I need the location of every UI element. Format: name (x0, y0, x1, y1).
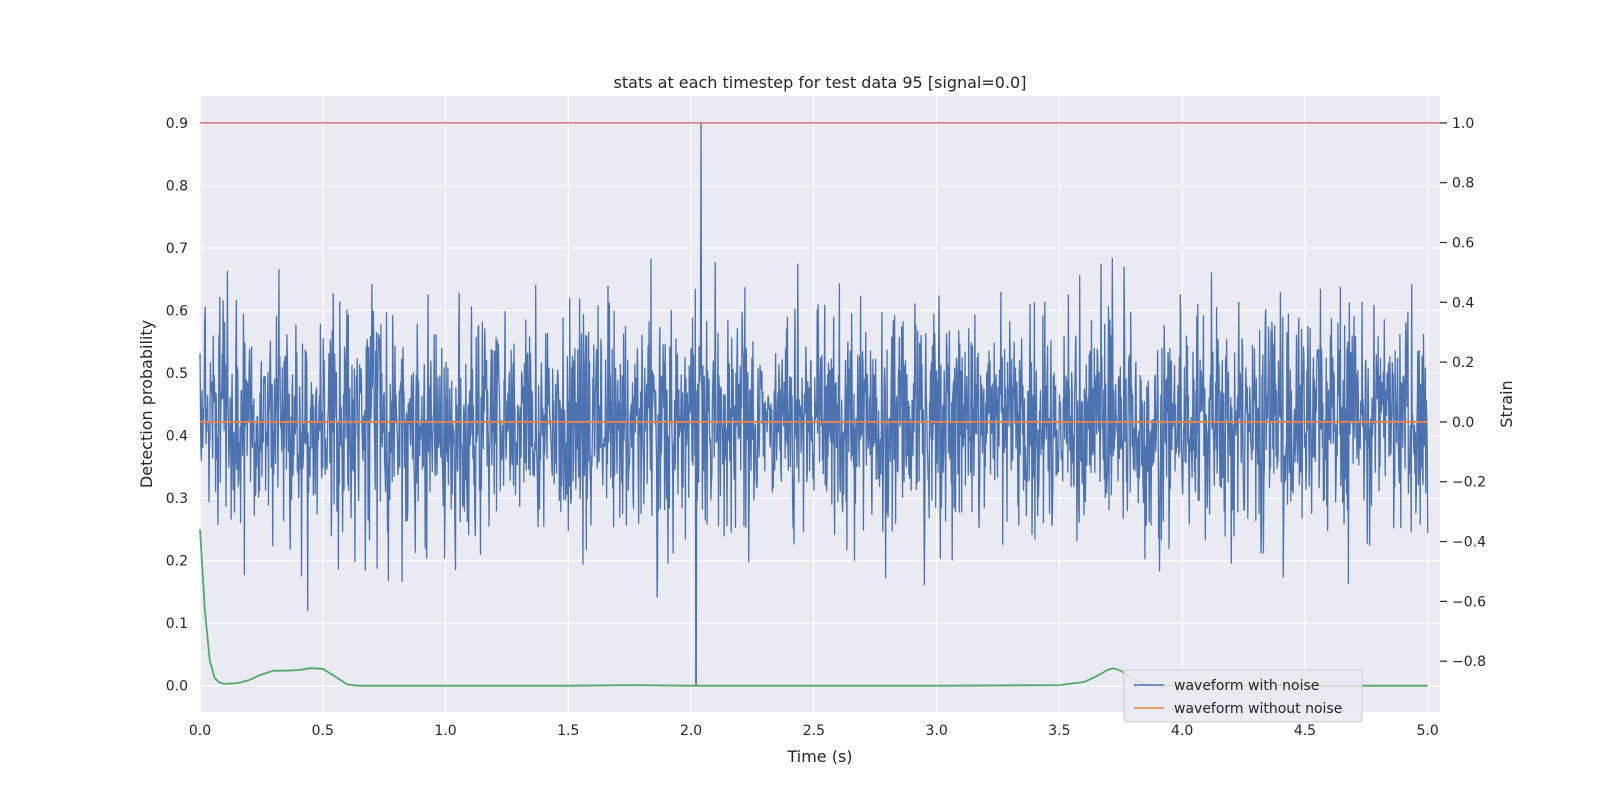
series-detection-probability (199, 529, 1428, 687)
x-tick-label: 1.0 (434, 723, 456, 739)
x-tick-label: 2.0 (680, 723, 702, 739)
x-tick-label: 0.0 (189, 723, 211, 739)
y-tick-label: 0.5 (166, 366, 188, 382)
x-axis-title: Time (s) (786, 747, 852, 766)
x-tick-label: 2.5 (803, 723, 825, 739)
right-axis-ticks: 1.0 0.8 0.6 0.4 0.2 0.0 −0.2 −0.4 −0.6 −0.8 (1440, 116, 1486, 670)
y-tick-label: 0.6 (166, 304, 188, 320)
right-tick-label: 0.4 (1452, 295, 1474, 311)
y-tick-label: 0.4 (166, 429, 188, 445)
legend-box (1123, 669, 1363, 723)
x-tick-label: 4.0 (1171, 723, 1193, 739)
right-tick-label: −0.6 (1452, 594, 1486, 610)
right-tick-label: −0.8 (1452, 654, 1486, 670)
left-axis-ticks: 0.0 0.1 0.2 0.3 0.4 0.5 0.6 0.7 0.8 0.9 (166, 116, 188, 695)
y-tick-label: 0.9 (166, 116, 188, 132)
chart-title: stats at each timestep for test data 95 … (614, 73, 1027, 92)
x-tick-label: 3.0 (926, 723, 948, 739)
x-tick-label: 4.5 (1294, 723, 1316, 739)
right-tick-label: 0.2 (1452, 355, 1474, 371)
y-tick-label: 0.2 (166, 554, 188, 570)
series-layer (199, 122, 1440, 687)
x-tick-label: 5.0 (1417, 723, 1439, 739)
y-tick-label: 0.7 (166, 241, 188, 257)
right-tick-label: 0.8 (1452, 176, 1474, 192)
y-tick-label: 0.1 (166, 616, 188, 632)
legend-label-noise: waveform with noise (1174, 678, 1319, 694)
right-tick-label: 0.0 (1452, 415, 1474, 431)
right-axis-title: Strain (1497, 380, 1516, 427)
legend-label-clean: waveform without noise (1174, 701, 1342, 717)
right-tick-label: −0.4 (1452, 535, 1486, 551)
right-tick-label: −0.2 (1452, 475, 1486, 491)
x-tick-label: 3.5 (1048, 723, 1070, 739)
right-tick-label: 1.0 (1452, 116, 1474, 132)
right-tick-label: 0.6 (1452, 236, 1474, 252)
x-tick-label: 0.5 (312, 723, 334, 739)
x-axis-ticks: 0.0 0.5 1.0 1.5 2.0 2.5 3.0 3.5 4.0 4.5 5.0 (189, 723, 1439, 739)
grid (199, 96, 1440, 712)
series-waveform-with-noise (199, 122, 1429, 686)
y-tick-label: 0.8 (166, 178, 188, 194)
x-tick-label: 1.5 (557, 723, 579, 739)
y-tick-label: 0.0 (166, 679, 188, 695)
left-axis-title: Detection probability (137, 320, 156, 488)
y-tick-label: 0.3 (166, 491, 188, 507)
legend: waveform with noise waveform without noi… (1123, 669, 1363, 723)
